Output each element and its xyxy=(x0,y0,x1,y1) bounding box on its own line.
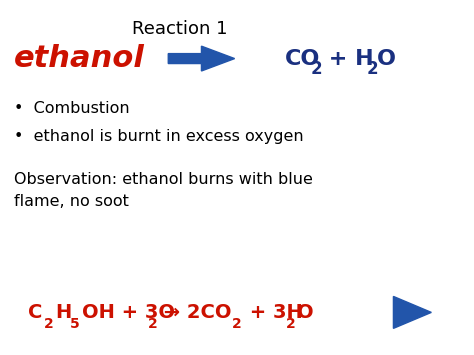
Text: O: O xyxy=(377,49,396,69)
FancyArrow shape xyxy=(168,46,235,71)
Text: OH + 3O: OH + 3O xyxy=(82,303,174,322)
Text: 2: 2 xyxy=(286,317,296,331)
Text: Observation: ethanol burns with blue
flame, no soot: Observation: ethanol burns with blue fla… xyxy=(14,172,313,209)
Text: C: C xyxy=(28,303,43,322)
Text: 2: 2 xyxy=(44,317,54,331)
FancyArrow shape xyxy=(393,296,431,328)
Text: Reaction 1: Reaction 1 xyxy=(132,20,228,38)
Text: 2: 2 xyxy=(232,317,242,331)
Text: 5: 5 xyxy=(70,317,80,331)
Text: O: O xyxy=(297,303,314,322)
Text: 2: 2 xyxy=(366,60,378,77)
Text: ethanol: ethanol xyxy=(14,44,145,73)
Text: + H: + H xyxy=(321,49,374,69)
Text: 2: 2 xyxy=(148,317,158,331)
Text: H: H xyxy=(55,303,72,322)
Text: 2: 2 xyxy=(310,60,322,77)
Text: CO: CO xyxy=(284,49,320,69)
Text: + 3H: + 3H xyxy=(243,303,302,322)
Text: •  ethanol is burnt in excess oxygen: • ethanol is burnt in excess oxygen xyxy=(14,129,304,144)
Text: → 2CO: → 2CO xyxy=(157,303,232,322)
Text: •  Combustion: • Combustion xyxy=(14,101,130,116)
